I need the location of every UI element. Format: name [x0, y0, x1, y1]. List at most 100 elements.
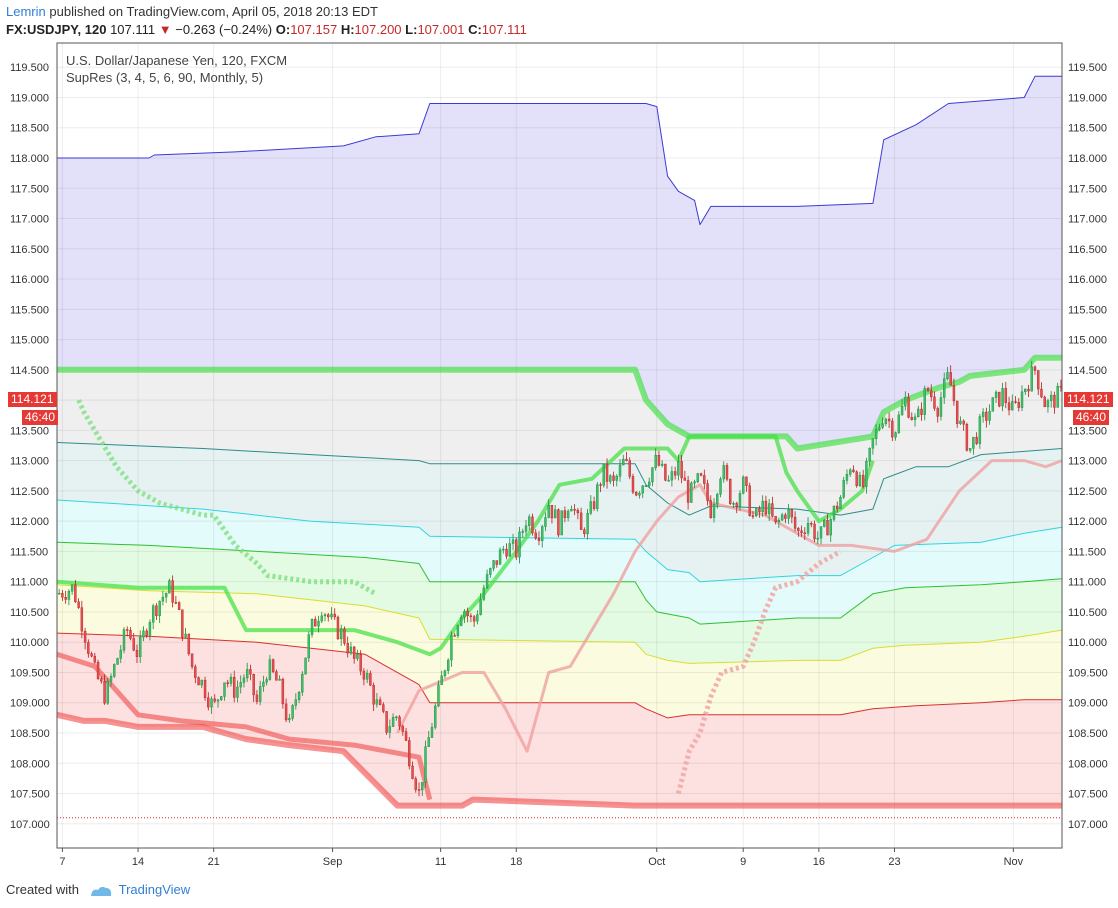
y-tick-label-left: 110.500	[10, 607, 49, 619]
y-tick-label-left: 119.000	[10, 92, 49, 104]
candle-body	[414, 778, 417, 790]
candle-body	[904, 397, 907, 407]
candle-body	[281, 678, 285, 705]
price-chart[interactable]: 119.500 119.500 119.000 119.000 118.500 118.5…	[0, 0, 1118, 880]
y-tick-label-right: 110.000	[1068, 637, 1107, 649]
y-tick-label-right: 113.500	[1068, 425, 1107, 437]
x-tick-label: 16	[813, 856, 825, 868]
candle-body	[106, 681, 109, 704]
candle-body	[145, 630, 148, 636]
candle-body	[855, 471, 858, 486]
countdown-label-left: 46:40	[22, 410, 59, 425]
candle-body	[706, 483, 709, 501]
candle-body	[213, 698, 216, 702]
candle-body	[900, 405, 904, 416]
candle-body	[469, 615, 473, 618]
x-tick-label: 9	[740, 856, 746, 868]
y-tick-label-right: 114.500	[1068, 365, 1107, 377]
candle-body	[829, 519, 832, 536]
candle-body	[524, 525, 528, 532]
y-tick-label-left: 114.500	[10, 365, 49, 377]
open-value: 107.157	[290, 22, 338, 37]
candle-body	[498, 549, 502, 565]
candle-body	[1014, 401, 1017, 403]
y-tick-label-right: 109.500	[1068, 667, 1108, 679]
candle-body	[320, 615, 323, 622]
candle-body	[275, 671, 278, 681]
candle-body	[719, 478, 722, 495]
down-arrow-icon: ▼	[158, 22, 172, 37]
author-link[interactable]: Lemrin	[6, 4, 46, 19]
candle-body	[664, 463, 667, 481]
candle-body	[434, 705, 437, 728]
candle-body	[541, 526, 544, 541]
candle-body	[518, 531, 521, 558]
tradingview-link[interactable]: TradingView	[118, 882, 191, 897]
candle-body	[177, 602, 181, 610]
candle-body	[317, 620, 320, 627]
candle-body	[816, 537, 819, 540]
y-tick-label-left: 109.500	[10, 667, 50, 679]
candle-body	[975, 436, 978, 444]
candle-body	[151, 605, 155, 623]
candle-body	[417, 789, 421, 791]
cyan-level-line	[56, 499, 1063, 583]
candle-body	[297, 691, 301, 700]
candle-body	[262, 681, 265, 687]
x-tick-label: Nov	[1004, 856, 1024, 868]
y-tick-label-right: 110.500	[1068, 607, 1107, 619]
candle-body	[356, 654, 359, 659]
candle-body	[965, 423, 969, 451]
x-tick-label: 23	[888, 856, 900, 868]
candle-body	[589, 501, 593, 514]
candle-body	[1033, 366, 1037, 371]
candle-body	[680, 461, 683, 479]
y-tick-label-right: 111.500	[1068, 546, 1106, 558]
candle-body	[220, 696, 223, 700]
y-tick-label-left: 115.000	[10, 335, 49, 347]
candle-body	[930, 390, 933, 398]
candle-body	[946, 372, 949, 379]
candle-body	[252, 673, 255, 696]
candle-body	[521, 531, 524, 533]
candle-body	[505, 548, 508, 557]
countdown-label-right: 46:40	[1073, 410, 1110, 425]
candle-body	[242, 677, 246, 683]
candle-body	[955, 400, 959, 424]
candle-body	[693, 481, 696, 484]
candle-body	[310, 619, 314, 635]
y-tick-label-left: 117.500	[10, 183, 49, 195]
candle-body	[774, 516, 777, 523]
candle-body	[508, 543, 511, 557]
candle-body	[372, 685, 375, 705]
open-label: O:	[275, 22, 291, 37]
y-tick-label-left: 118.500	[10, 123, 49, 135]
y-tick-label-right: 108.000	[1068, 758, 1108, 770]
candle-body	[998, 391, 1001, 407]
upper-resistance-line	[57, 75, 1062, 226]
candle-body	[427, 737, 430, 747]
candle-body	[288, 718, 291, 721]
candle-body	[748, 485, 751, 516]
candle-body	[968, 448, 972, 451]
candle-body	[826, 519, 829, 536]
candle-body	[670, 471, 674, 481]
candle-body	[181, 609, 184, 638]
candle-body	[845, 474, 849, 481]
candle-body	[1056, 386, 1059, 408]
symbol: FX:USDJPY, 120	[6, 22, 107, 37]
candle-body	[122, 629, 126, 651]
candle-body	[1046, 400, 1050, 408]
candle-body	[729, 479, 732, 504]
candle-body	[466, 611, 469, 617]
candle-body	[917, 408, 920, 418]
candle-body	[284, 703, 288, 721]
candle-body	[852, 469, 855, 473]
candle-body	[592, 501, 596, 509]
candle-body	[388, 726, 392, 733]
candle-body	[1001, 388, 1004, 407]
candle-body	[861, 474, 865, 487]
y-tick-label-left: 118.000	[10, 153, 49, 165]
candle-body	[622, 458, 625, 466]
candle-body	[836, 505, 839, 509]
